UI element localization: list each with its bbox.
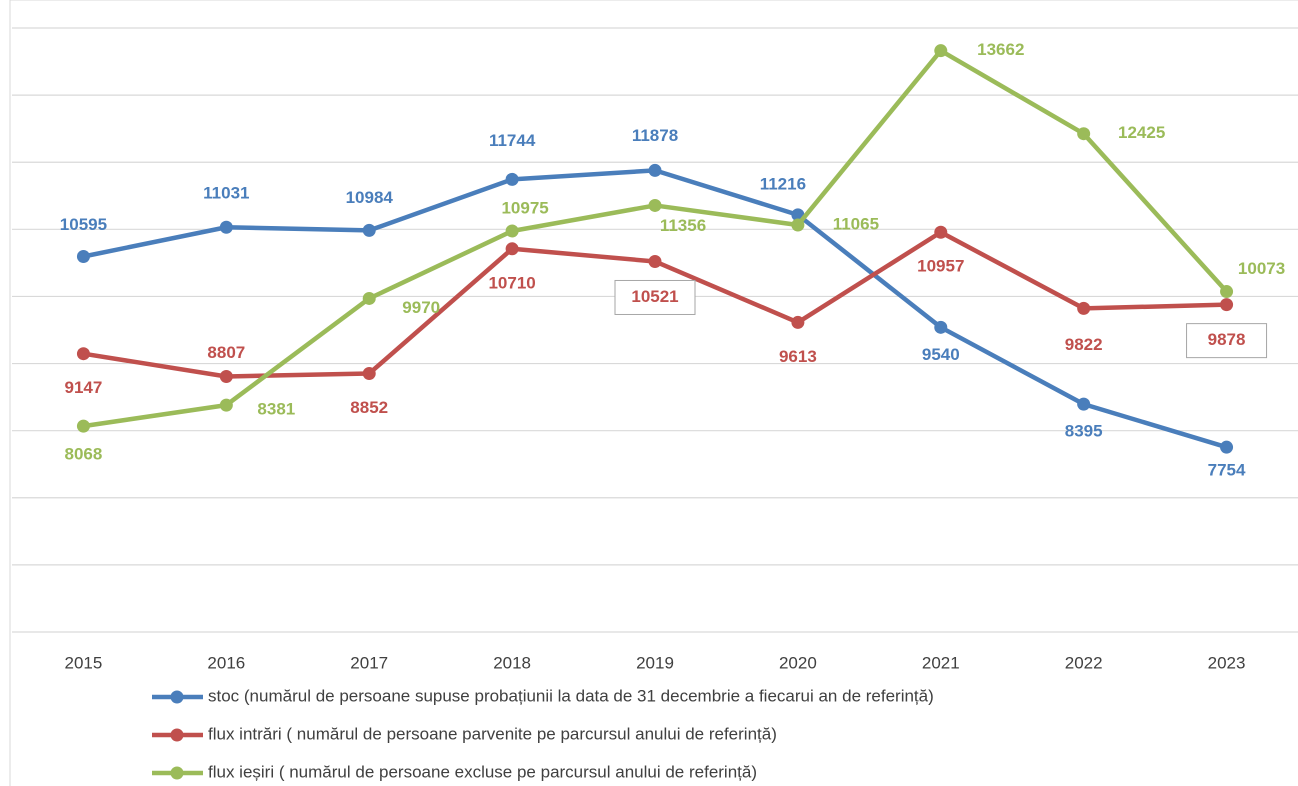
point (362, 366, 376, 380)
point (1220, 285, 1234, 299)
data-label: 10521 (631, 287, 678, 306)
label-box (1186, 323, 1268, 359)
point (219, 220, 233, 234)
data-label: 10073 (1238, 259, 1285, 278)
data-label: 9970 (402, 298, 440, 317)
data-label: 11216 (760, 174, 806, 193)
data-label: 11878 (632, 126, 678, 145)
x-tick-label: 2015 (65, 653, 103, 672)
point (1077, 127, 1091, 141)
point (76, 419, 90, 433)
point (76, 347, 90, 361)
point (219, 398, 233, 412)
point (505, 172, 519, 186)
data-label: 9147 (65, 378, 103, 397)
data-label: 9540 (922, 345, 960, 364)
data-label: 11744 (489, 131, 536, 150)
data-label: 8852 (350, 398, 388, 417)
data-label: 13662 (977, 40, 1024, 59)
point (1077, 301, 1091, 315)
data-label: 8381 (257, 400, 295, 419)
data-label: 10595 (60, 215, 107, 234)
point (791, 218, 805, 232)
point (362, 291, 376, 305)
point (934, 320, 948, 334)
point (791, 315, 805, 329)
x-tick-label: 2019 (636, 653, 674, 672)
x-tick-label: 2020 (779, 653, 817, 672)
point (1220, 440, 1234, 454)
point (219, 370, 233, 384)
x-tick-label: 2022 (1065, 653, 1103, 672)
point (1077, 397, 1091, 411)
x-tick-label: 2023 (1208, 653, 1246, 672)
data-label: 9613 (779, 347, 817, 366)
point (648, 254, 662, 268)
point (648, 163, 662, 177)
data-label: 11031 (203, 184, 249, 203)
legend-label: flux ieșiri ( numărul de persoane exclus… (208, 762, 757, 781)
data-label: 8807 (207, 343, 245, 362)
data-label: 12425 (1118, 123, 1165, 142)
data-label: 7754 (1208, 461, 1246, 480)
point (648, 198, 662, 212)
data-label: 8068 (65, 445, 103, 464)
legend-marker (170, 766, 184, 780)
legend-label: flux intrări ( numărul de persoane parve… (208, 724, 777, 743)
data-label: 10710 (488, 273, 535, 292)
label-box (614, 279, 696, 315)
legend-marker (170, 728, 184, 742)
legend-label: stoc (numărul de persoane supuse probați… (208, 686, 934, 705)
data-label: 8395 (1065, 422, 1103, 441)
data-label: 10984 (346, 188, 394, 207)
data-label: 10975 (501, 198, 548, 217)
data-label: 11065 (833, 214, 879, 233)
data-label: 11356 (660, 216, 706, 235)
x-tick-label: 2021 (922, 653, 960, 672)
point (505, 242, 519, 256)
data-label: 10957 (917, 257, 964, 276)
x-tick-label: 2018 (493, 653, 531, 672)
x-tick-label: 2016 (207, 653, 245, 672)
point (934, 44, 948, 58)
x-tick-label: 2017 (350, 653, 388, 672)
point (934, 225, 948, 239)
data-label: 9822 (1065, 335, 1103, 354)
point (362, 223, 376, 237)
point (76, 250, 90, 264)
point (1220, 298, 1234, 312)
legend-marker (170, 690, 184, 704)
data-label: 9878 (1208, 330, 1246, 349)
point (505, 224, 519, 238)
